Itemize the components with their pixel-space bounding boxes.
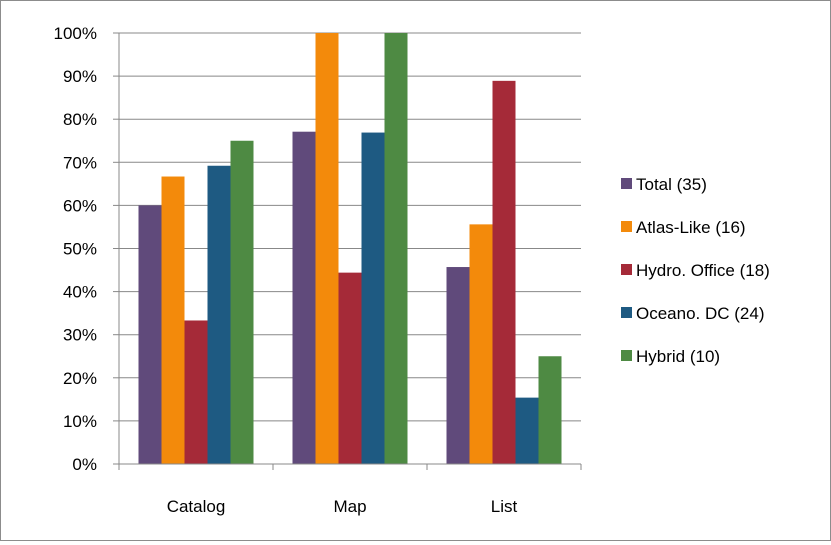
bar [538,356,562,464]
bar [207,165,231,465]
y-tick-label: 70% [63,153,97,172]
bar [184,320,208,464]
x-tick-label: Map [333,497,366,516]
legend-label: Atlas-Like (16) [636,218,746,237]
legend-swatch [621,307,632,318]
y-tick-label: 20% [63,369,97,388]
legend-label: Hydro. Office (18) [636,261,770,280]
bar [338,272,362,464]
bar [292,131,316,464]
y-tick-label: 10% [63,412,97,431]
y-tick-label: 90% [63,67,97,86]
legend-swatch [621,350,632,361]
y-tick-labels: 0% 10% 20% 30% 40% 50% 60% 70% 80% 90% 100% [54,24,97,474]
x-tick-label: Catalog [167,497,226,516]
legend-swatch [621,264,632,275]
y-tick-label: 100% [54,24,97,43]
y-tick-label: 30% [63,326,97,345]
legend-label: Oceano. DC (24) [636,304,765,323]
legend: Total (35) Atlas-Like (16) Hydro. Office (… [621,175,770,366]
bar [361,132,385,464]
bar [469,224,493,464]
legend-label: Hybrid (10) [636,347,720,366]
y-tick-label: 40% [63,283,97,302]
bar [492,80,516,464]
x-tick-labels: Catalog Map List [167,497,518,516]
bars [138,33,562,465]
legend-swatch [621,178,632,189]
y-tick-label: 50% [63,240,97,259]
y-tick-label: 80% [63,110,97,129]
axes [113,32,582,470]
bar [384,33,408,464]
x-tick-label: List [491,497,518,516]
y-tick-label: 60% [63,196,97,215]
bar [515,397,539,464]
legend-label: Total (35) [636,175,707,194]
legend-swatch [621,221,632,232]
y-tick-label: 0% [72,455,97,474]
bar [230,140,254,464]
bar [161,176,185,464]
bar [315,33,339,464]
bar [446,267,470,464]
bar [138,205,162,464]
